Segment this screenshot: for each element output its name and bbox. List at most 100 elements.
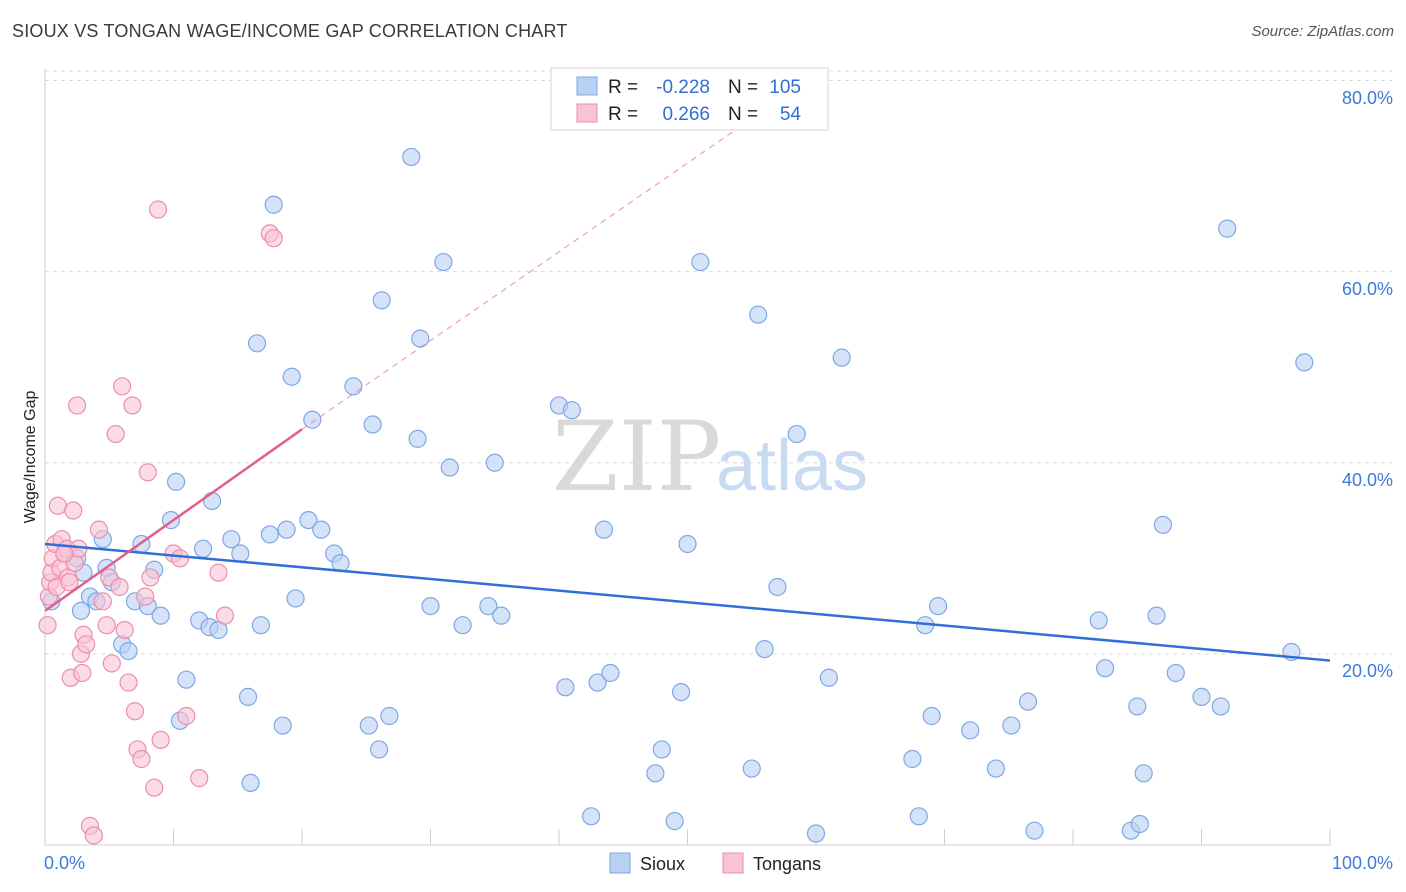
series-legend: Sioux Tongans xyxy=(609,852,821,874)
point-sioux-61 xyxy=(582,807,601,826)
point-sioux-85 xyxy=(986,759,1006,778)
point-tongans-7 xyxy=(48,496,67,515)
point-sioux-55 xyxy=(479,596,498,616)
point-sioux-51 xyxy=(421,596,440,616)
point-sioux-39 xyxy=(312,520,331,539)
point-sioux-99 xyxy=(1211,697,1230,716)
point-tongans-39 xyxy=(136,587,155,606)
point-sioux-78 xyxy=(832,348,851,367)
point-tongans-53 xyxy=(55,544,74,563)
legend-r-label-tongans: R = xyxy=(608,104,638,125)
point-sioux-50 xyxy=(411,329,430,348)
bottom-legend-swatch-tongans xyxy=(722,852,744,874)
point-sioux-63 xyxy=(594,520,614,539)
point-sioux-102 xyxy=(1295,353,1314,372)
point-sioux-33 xyxy=(273,716,292,735)
point-sioux-87 xyxy=(1018,692,1038,711)
point-sioux-53 xyxy=(440,458,459,477)
x-tick-label-max: 100.0% xyxy=(1332,853,1393,873)
point-sioux-75 xyxy=(787,424,806,444)
point-sioux-68 xyxy=(671,682,691,702)
point-sioux-30 xyxy=(251,616,270,635)
point-sioux-45 xyxy=(370,740,389,759)
point-sioux-26 xyxy=(231,544,250,563)
point-sioux-73 xyxy=(755,639,774,659)
point-sioux-3 xyxy=(71,601,91,620)
point-sioux-21 xyxy=(193,539,213,558)
point-tongans-42 xyxy=(145,778,164,797)
point-sioux-77 xyxy=(819,668,838,687)
bottom-legend-label-tongans: Tongans xyxy=(753,854,821,874)
point-tongans-0 xyxy=(38,616,57,635)
point-tongans-34 xyxy=(119,673,138,692)
point-tongans-36 xyxy=(125,702,145,721)
point-sioux-82 xyxy=(922,706,941,726)
legend-n-label-tongans: N = xyxy=(728,104,758,125)
trend-line-sioux xyxy=(44,542,1331,662)
point-sioux-57 xyxy=(492,606,511,625)
point-sioux-96 xyxy=(1153,515,1173,534)
point-sioux-28 xyxy=(241,773,260,792)
point-sioux-32 xyxy=(264,195,283,214)
y-tick-label-40: 40.0% xyxy=(1342,470,1393,490)
source-label: Source: ZipAtlas.com xyxy=(1251,23,1394,40)
trend-lines xyxy=(44,118,1331,662)
point-sioux-29 xyxy=(247,334,267,353)
point-tongans-47 xyxy=(177,706,196,726)
point-tongans-20 xyxy=(73,663,92,683)
trend-line-tongans xyxy=(44,428,303,612)
point-sioux-42 xyxy=(344,377,363,396)
point-sioux-46 xyxy=(372,291,391,310)
legend-n-value-sioux: 105 xyxy=(769,77,801,98)
point-tongans-22 xyxy=(77,635,96,654)
y-tick-label-20: 20.0% xyxy=(1342,661,1393,681)
point-sioux-98 xyxy=(1192,687,1211,706)
point-tongans-38 xyxy=(132,749,151,769)
point-sioux-10 xyxy=(119,641,138,661)
point-sioux-59 xyxy=(556,678,575,697)
point-sioux-49 xyxy=(408,429,427,448)
point-sioux-47 xyxy=(380,706,399,726)
stats-legend: R = -0.228 N = 105 R = 0.266 N = 54 xyxy=(550,67,829,131)
point-tongans-17 xyxy=(68,396,87,415)
y-tick-label-80: 80.0% xyxy=(1342,88,1393,108)
watermark-zip: ZIP xyxy=(552,401,721,513)
point-sioux-43 xyxy=(359,716,378,735)
point-tongans-49 xyxy=(209,563,228,582)
point-sioux-89 xyxy=(1089,611,1108,630)
legend-swatch-tongans xyxy=(576,103,598,123)
point-sioux-36 xyxy=(286,589,305,608)
point-sioux-48 xyxy=(402,147,421,167)
point-tongans-33 xyxy=(115,620,134,640)
point-sioux-74 xyxy=(768,577,787,597)
y-axis-title: Wage/Income Gap xyxy=(22,391,39,524)
x-tick-label-min: 0.0% xyxy=(44,853,85,873)
point-sioux-80 xyxy=(909,807,928,826)
point-sioux-54 xyxy=(453,616,472,635)
point-tongans-40 xyxy=(138,463,157,482)
x-ticks xyxy=(173,829,1331,845)
gridlines xyxy=(45,70,1392,655)
point-sioux-70 xyxy=(691,252,710,272)
point-sioux-62 xyxy=(588,673,607,692)
bottom-legend-swatch-sioux xyxy=(609,852,631,874)
trend-line-tongans-extension xyxy=(301,118,753,430)
point-sioux-93 xyxy=(1130,814,1149,834)
point-sioux-92 xyxy=(1128,697,1147,716)
point-sioux-25 xyxy=(222,530,241,549)
point-sioux-31 xyxy=(260,525,279,544)
legend-r-value-sioux: -0.228 xyxy=(656,77,710,98)
point-sioux-95 xyxy=(1147,606,1166,625)
point-sioux-71 xyxy=(742,759,761,778)
point-sioux-64 xyxy=(601,663,620,683)
point-sioux-97 xyxy=(1166,663,1185,683)
point-sioux-44 xyxy=(363,415,382,434)
point-tongans-46 xyxy=(170,549,190,568)
point-sioux-66 xyxy=(652,740,671,759)
point-sioux-15 xyxy=(151,606,170,625)
point-sioux-19 xyxy=(177,670,196,689)
point-tongans-44 xyxy=(151,730,170,749)
point-sioux-27 xyxy=(238,687,258,706)
legend-r-value-tongans: 0.266 xyxy=(662,104,710,125)
